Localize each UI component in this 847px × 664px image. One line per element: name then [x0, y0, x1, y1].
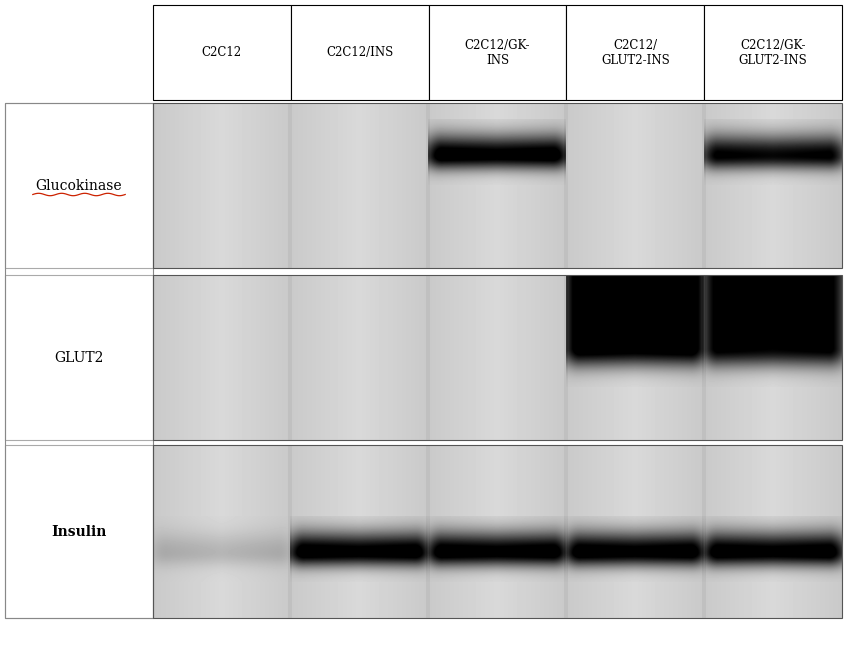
- Text: C2C12: C2C12: [202, 46, 242, 59]
- Text: C2C12/GK-
INS: C2C12/GK- INS: [465, 39, 530, 66]
- Bar: [5, 103, 153, 618]
- Text: Glucokinase: Glucokinase: [36, 179, 122, 193]
- Bar: [429, 5, 567, 100]
- Bar: [5, 445, 153, 618]
- Text: GLUT2: GLUT2: [54, 351, 103, 365]
- Bar: [5, 275, 153, 440]
- Bar: [291, 5, 429, 100]
- Bar: [153, 103, 842, 268]
- Bar: [153, 445, 842, 618]
- Text: C2C12/
GLUT2-INS: C2C12/ GLUT2-INS: [601, 39, 670, 66]
- Bar: [153, 275, 842, 440]
- Text: C2C12/GK-
GLUT2-INS: C2C12/GK- GLUT2-INS: [739, 39, 807, 66]
- Bar: [567, 5, 704, 100]
- Bar: [704, 5, 842, 100]
- Bar: [153, 5, 291, 100]
- Text: C2C12/INS: C2C12/INS: [326, 46, 393, 59]
- Bar: [5, 103, 153, 268]
- Text: Insulin: Insulin: [52, 525, 107, 539]
